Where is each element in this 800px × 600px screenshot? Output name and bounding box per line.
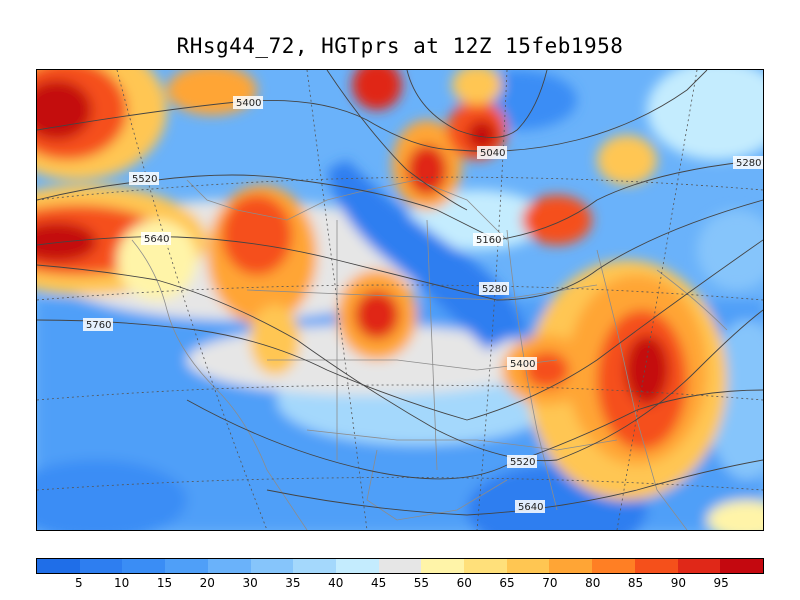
contour-label: 5160	[473, 233, 503, 246]
svg-text:5520: 5520	[132, 174, 157, 185]
colorbar-label: 35	[285, 576, 301, 590]
lat-lon-grid	[37, 70, 763, 530]
colorbar-label: 45	[370, 576, 387, 590]
svg-text:5400: 5400	[236, 98, 261, 109]
svg-text:5400: 5400	[510, 359, 535, 370]
svg-text:5160: 5160	[476, 235, 501, 246]
colorbar-label: 55	[413, 576, 430, 590]
contour-label: 5520	[507, 455, 537, 468]
contour-label: 5640	[515, 500, 545, 513]
colorbar-labels: 5 10 15 20 30 35 40 45 55 60 65 70 80 85 90 95	[36, 576, 764, 592]
contour-label: 5040	[477, 146, 507, 159]
svg-text:5280: 5280	[482, 284, 507, 295]
colorbar-label: 85	[627, 576, 644, 590]
svg-text:5040: 5040	[480, 148, 505, 159]
colorbar-label: 15	[156, 576, 173, 590]
colorbar-swatch	[677, 559, 721, 573]
colorbar-swatch	[293, 559, 336, 573]
svg-text:5520: 5520	[510, 457, 535, 468]
colorbar-swatch	[506, 559, 550, 573]
colorbar-swatch	[122, 559, 166, 573]
colorbar-swatch	[592, 559, 635, 573]
colorbar	[36, 558, 764, 574]
svg-text:5280: 5280	[736, 158, 761, 169]
geography-lines	[131, 179, 728, 530]
colorbar-swatch	[634, 559, 678, 573]
colorbar-swatch	[79, 559, 123, 573]
colorbar-label: 5	[74, 576, 83, 590]
contour-labels: 5400 5040 5280 5520 5160 5640 5280 5760 …	[83, 96, 763, 513]
colorbar-swatch	[549, 559, 593, 573]
colorbar-label: 90	[670, 576, 686, 590]
colorbar-label: 10	[114, 576, 130, 590]
colorbar-swatch	[250, 559, 294, 573]
map-panel: 5400 5040 5280 5520 5160 5640 5280 5760 …	[36, 69, 764, 531]
contour-label: 5400	[507, 357, 537, 370]
colorbar-swatch	[378, 559, 422, 573]
colorbar-label: 60	[456, 576, 472, 590]
contour-label: 5400	[233, 96, 263, 109]
contour-label: 5760	[83, 318, 113, 331]
colorbar-swatch	[421, 559, 465, 573]
colorbar-label: 30	[242, 576, 258, 590]
colorbar-label: 95	[713, 576, 729, 590]
colorbar-label: 40	[328, 576, 344, 590]
colorbar-label: 80	[585, 576, 601, 590]
colorbar-swatch	[335, 559, 379, 573]
colorbar-label: 65	[499, 576, 515, 590]
colorbar-swatch	[165, 559, 208, 573]
rh-height-map: 5400 5040 5280 5520 5160 5640 5280 5760 …	[37, 70, 763, 530]
map-title: RHsg44_72, HGTprs at 12Z 15feb1958	[176, 34, 624, 58]
colorbar-swatch	[720, 559, 763, 573]
contour-label: 5280	[733, 156, 763, 169]
colorbar-swatch	[37, 559, 80, 573]
contour-label: 5280	[479, 282, 509, 295]
colorbar-label: 70	[542, 576, 558, 590]
colorbar-label: 20	[199, 576, 215, 590]
svg-text:5760: 5760	[86, 320, 111, 331]
svg-text:5640: 5640	[144, 234, 169, 245]
contour-label: 5640	[141, 232, 171, 245]
colorbar-swatch	[464, 559, 507, 573]
colorbar-swatch	[207, 559, 251, 573]
svg-text:5640: 5640	[518, 502, 543, 513]
contour-label: 5520	[129, 172, 159, 185]
